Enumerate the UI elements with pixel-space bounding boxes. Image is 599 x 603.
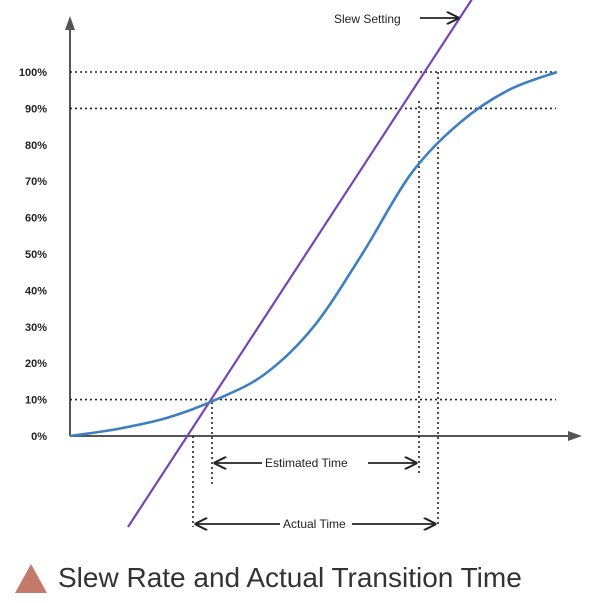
triangle-icon bbox=[15, 564, 47, 593]
y-tick-label: 0% bbox=[31, 431, 47, 443]
slew-setting-label: Slew Setting bbox=[334, 12, 401, 26]
slew-rate-diagram: 0% 10% 20% 30% 40% 50% 60% 70% 80% 90% 100% Slew S… bbox=[19, 0, 582, 531]
y-tick-label: 100% bbox=[19, 67, 47, 79]
y-tick-label: 30% bbox=[25, 322, 47, 334]
y-tick-label: 90% bbox=[25, 103, 47, 115]
caption-text: Slew Rate and Actual Transition Time bbox=[58, 562, 522, 593]
caption: Slew Rate and Actual Transition Time bbox=[14, 556, 594, 600]
y-tick-label: 40% bbox=[25, 285, 47, 297]
estimated-time-label: Estimated Time bbox=[265, 456, 348, 470]
actual-time-label: Actual Time bbox=[283, 517, 346, 531]
y-tick-label: 50% bbox=[25, 249, 47, 261]
y-tick-label: 60% bbox=[25, 213, 47, 225]
response-curve bbox=[69, 70, 558, 438]
y-tick-label: 20% bbox=[25, 358, 47, 370]
y-tick-label: 70% bbox=[25, 176, 47, 188]
slew-setting-line bbox=[127, 0, 473, 528]
x-axis-arrow-icon bbox=[568, 431, 582, 441]
y-tick-label: 80% bbox=[25, 140, 47, 152]
y-axis-arrow-icon bbox=[65, 16, 75, 30]
y-tick-label: 10% bbox=[25, 395, 47, 407]
